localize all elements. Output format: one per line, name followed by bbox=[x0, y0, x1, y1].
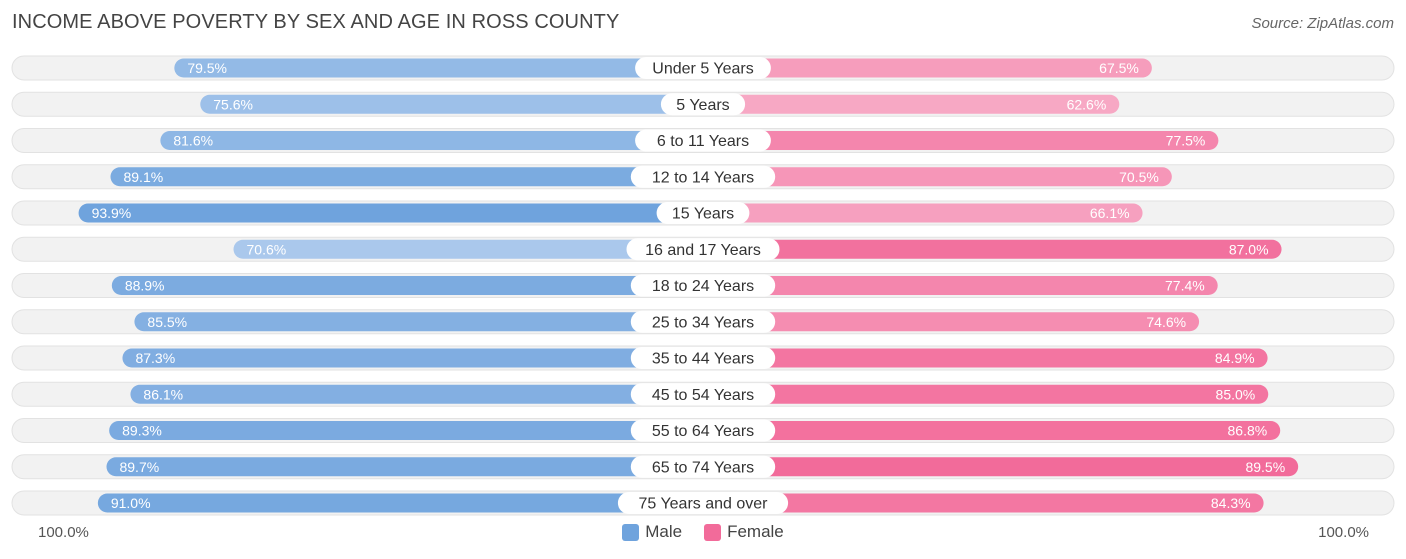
bar-female-65-to-74-years bbox=[703, 457, 1299, 477]
category-pill-45-to-54-years bbox=[630, 383, 776, 406]
chart-title: INCOME ABOVE POVERTY BY SEX AND AGE IN R… bbox=[12, 11, 620, 33]
label-male-12-to-14-years: 89.1% bbox=[123, 169, 163, 185]
bar-male-25-to-34-years bbox=[134, 312, 704, 332]
category-label-45-to-54-years: 45 to 54 Years bbox=[652, 387, 754, 404]
bar-female-35-to-44-years bbox=[703, 348, 1268, 368]
legend-item-female[interactable]: Female bbox=[704, 522, 784, 542]
label-male-75-years-and-over: 91.0% bbox=[111, 495, 151, 511]
label-female-18-to-24-years: 77.4% bbox=[1165, 278, 1205, 294]
category-label-12-to-14-years: 12 to 14 Years bbox=[652, 169, 754, 186]
category-pill-18-to-24-years bbox=[630, 274, 776, 297]
category-pill-16-and-17-years bbox=[626, 238, 780, 261]
bar-male-75-years-and-over bbox=[97, 493, 704, 513]
chart-plot: 79.5% 67.5% Under 5 Years 75.6% 62.6% 5 Years… bbox=[11, 55, 1395, 516]
bar-female-18-to-24-years bbox=[703, 276, 1218, 295]
category-pill-under-5-years bbox=[635, 57, 771, 79]
label-female-65-to-74-years: 89.5% bbox=[1245, 459, 1285, 475]
category-label-6-to-11-years: 6 to 11 Years bbox=[657, 133, 749, 150]
label-male-55-to-64-years: 89.3% bbox=[122, 423, 162, 439]
category-pill-75-years-and-over bbox=[617, 492, 789, 514]
category-label-18-to-24-years: 18 to 24 Years bbox=[652, 278, 754, 295]
label-female-5-years: 62.6% bbox=[1067, 96, 1107, 112]
axis-right-label: 100.0% bbox=[1318, 524, 1369, 541]
bar-male-35-to-44-years bbox=[122, 348, 703, 368]
label-female-45-to-54-years: 85.0% bbox=[1216, 386, 1256, 402]
bar-male-6-to-11-years bbox=[160, 131, 704, 150]
bar-male-45-to-54-years bbox=[130, 384, 703, 404]
category-pill-65-to-74-years bbox=[630, 455, 776, 478]
bar-female-25-to-34-years bbox=[703, 312, 1200, 332]
category-label-35-to-44-years: 35 to 44 Years bbox=[652, 351, 754, 368]
bar-male-under-5-years bbox=[174, 58, 703, 78]
legend: Male Female bbox=[0, 522, 1406, 542]
label-male-35-to-44-years: 87.3% bbox=[135, 350, 175, 366]
bar-male-15-years bbox=[78, 203, 703, 223]
label-female-25-to-34-years: 74.6% bbox=[1146, 314, 1186, 330]
legend-swatch-female bbox=[704, 523, 722, 541]
category-label-5-years: 5 Years bbox=[676, 97, 729, 114]
legend-swatch-male bbox=[622, 523, 640, 541]
bar-female-55-to-64-years bbox=[703, 421, 1281, 440]
category-label-75-years-and-over: 75 Years and over bbox=[639, 496, 769, 513]
category-pill-6-to-11-years bbox=[635, 129, 771, 152]
label-male-25-to-34-years: 85.5% bbox=[147, 314, 187, 330]
category-pill-5-years bbox=[660, 93, 746, 116]
label-female-35-to-44-years: 84.9% bbox=[1215, 350, 1255, 366]
label-female-75-years-and-over: 84.3% bbox=[1211, 495, 1251, 511]
bar-female-75-years-and-over bbox=[703, 493, 1264, 513]
label-female-12-to-14-years: 70.5% bbox=[1119, 169, 1159, 185]
category-label-55-to-64-years: 55 to 64 Years bbox=[652, 423, 754, 440]
bar-female-5-years bbox=[703, 94, 1120, 114]
label-male-65-to-74-years: 89.7% bbox=[119, 459, 159, 475]
category-label-65-to-74-years: 65 to 74 Years bbox=[652, 459, 754, 476]
label-female-15-years: 66.1% bbox=[1090, 205, 1130, 221]
bar-female-12-to-14-years bbox=[703, 167, 1172, 187]
label-female-6-to-11-years: 77.5% bbox=[1166, 133, 1206, 149]
category-label-16-and-17-years: 16 and 17 Years bbox=[645, 242, 761, 259]
category-label-15-years: 15 Years bbox=[672, 206, 734, 223]
bar-male-18-to-24-years bbox=[111, 276, 703, 295]
bar-male-55-to-64-years bbox=[109, 421, 703, 440]
label-male-16-and-17-years: 70.6% bbox=[247, 241, 287, 257]
category-pill-15-years bbox=[656, 202, 750, 224]
bar-female-15-years bbox=[703, 203, 1143, 223]
category-label-under-5-years: Under 5 Years bbox=[652, 61, 753, 78]
bar-male-65-to-74-years bbox=[106, 457, 704, 477]
bar-female-16-and-17-years bbox=[703, 239, 1282, 259]
label-male-45-to-54-years: 86.1% bbox=[143, 386, 183, 402]
category-label-25-to-34-years: 25 to 34 Years bbox=[652, 314, 754, 331]
axis-left-label: 100.0% bbox=[38, 524, 89, 541]
label-female-under-5-years: 67.5% bbox=[1099, 60, 1139, 76]
category-pill-35-to-44-years bbox=[630, 347, 776, 369]
bar-male-16-and-17-years bbox=[233, 239, 703, 259]
bar-female-6-to-11-years bbox=[703, 131, 1219, 150]
bar-female-45-to-54-years bbox=[703, 384, 1269, 404]
category-pill-12-to-14-years bbox=[630, 165, 776, 188]
legend-label-female: Female bbox=[727, 522, 784, 541]
source-label: Source: ZipAtlas.com bbox=[1251, 15, 1394, 32]
label-female-16-and-17-years: 87.0% bbox=[1229, 241, 1269, 257]
bar-female-under-5-years bbox=[703, 58, 1152, 78]
label-female-55-to-64-years: 86.8% bbox=[1228, 423, 1268, 439]
category-pill-55-to-64-years bbox=[630, 419, 776, 442]
legend-label-male: Male bbox=[645, 522, 683, 541]
category-pill-25-to-34-years bbox=[630, 310, 776, 333]
legend-item-male[interactable]: Male bbox=[622, 522, 682, 542]
bar-male-5-years bbox=[200, 94, 703, 114]
label-male-5-years: 75.6% bbox=[213, 96, 253, 112]
bar-male-12-to-14-years bbox=[110, 167, 704, 187]
label-male-15-years: 93.9% bbox=[92, 205, 132, 221]
label-male-under-5-years: 79.5% bbox=[187, 60, 227, 76]
label-male-6-to-11-years: 81.6% bbox=[173, 133, 213, 149]
label-male-18-to-24-years: 88.9% bbox=[125, 278, 165, 294]
